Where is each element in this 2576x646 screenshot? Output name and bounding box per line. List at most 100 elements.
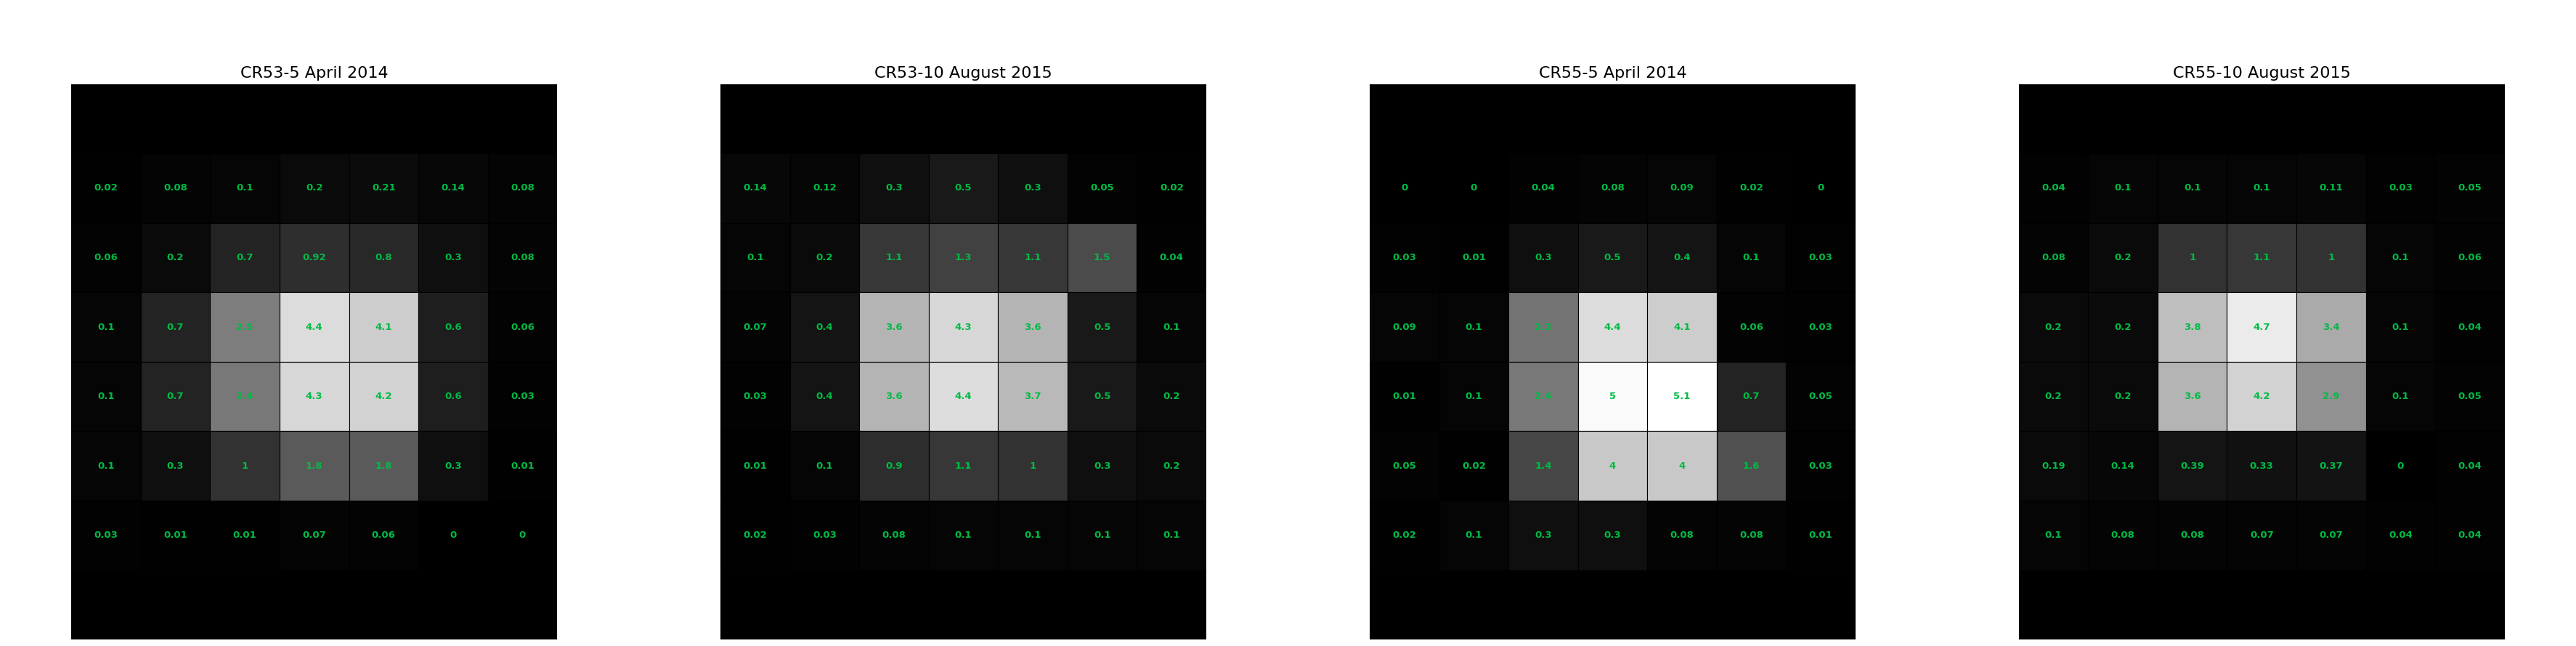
Bar <box>997 432 1066 501</box>
Text: 0.02: 0.02 <box>1461 461 1486 471</box>
Text: 0.02: 0.02 <box>744 530 768 540</box>
Bar <box>1136 362 1206 432</box>
Text: 0.1: 0.1 <box>2254 183 2269 193</box>
Text: 0.5: 0.5 <box>1095 322 1110 332</box>
Bar <box>1785 362 1855 432</box>
Bar <box>142 223 211 292</box>
Text: 0.5: 0.5 <box>956 183 971 193</box>
Bar <box>1646 292 1716 362</box>
Bar <box>791 501 860 570</box>
Text: 0.14: 0.14 <box>440 183 466 193</box>
Bar <box>1785 432 1855 501</box>
Bar <box>211 362 281 432</box>
Bar <box>1370 570 1440 640</box>
Text: 5: 5 <box>1610 391 1615 401</box>
Text: 0.1: 0.1 <box>1466 391 1481 401</box>
Text: 0.06: 0.06 <box>2458 253 2481 262</box>
Bar <box>487 223 556 292</box>
Text: 0.1: 0.1 <box>237 183 252 193</box>
Text: 4.4: 4.4 <box>956 391 971 401</box>
Text: 4: 4 <box>1680 461 1685 471</box>
Bar <box>1066 570 1136 640</box>
Bar <box>1579 362 1646 432</box>
Bar <box>417 501 487 570</box>
Bar <box>1510 501 1579 570</box>
Text: 0.21: 0.21 <box>371 183 397 193</box>
Bar <box>1440 362 1510 432</box>
Bar <box>721 292 791 362</box>
Text: 0.1: 0.1 <box>1025 530 1041 540</box>
Bar <box>1136 223 1206 292</box>
Text: 4.2: 4.2 <box>376 391 392 401</box>
Text: 0.03: 0.03 <box>95 530 118 540</box>
Bar <box>930 432 997 501</box>
Bar <box>142 153 211 223</box>
Text: 0.2: 0.2 <box>817 253 832 262</box>
Bar <box>2228 501 2295 570</box>
Text: 0.2: 0.2 <box>2045 322 2061 332</box>
Bar <box>1716 362 1785 432</box>
Bar <box>142 362 211 432</box>
Text: 4: 4 <box>1610 461 1615 471</box>
Text: 0.8: 0.8 <box>376 253 392 262</box>
Text: 2.9: 2.9 <box>2324 391 2339 401</box>
Text: 0: 0 <box>1819 183 1824 193</box>
Text: 0.1: 0.1 <box>2115 183 2130 193</box>
Text: 0.2: 0.2 <box>2115 253 2130 262</box>
Bar <box>2020 153 2089 223</box>
Bar <box>791 432 860 501</box>
Bar <box>211 153 281 223</box>
Text: 0.01: 0.01 <box>162 530 188 540</box>
Bar <box>2089 84 2159 153</box>
Bar <box>860 153 930 223</box>
Text: 0.4: 0.4 <box>1674 253 1690 262</box>
Text: 2.4: 2.4 <box>237 391 252 401</box>
Bar <box>417 570 487 640</box>
Bar <box>1716 223 1785 292</box>
Text: 1.3: 1.3 <box>956 253 971 262</box>
Bar <box>1646 362 1716 432</box>
Text: 0.07: 0.07 <box>301 530 327 540</box>
Bar <box>997 362 1066 432</box>
Text: 0: 0 <box>451 530 456 540</box>
Text: 3.6: 3.6 <box>886 391 902 401</box>
Bar <box>487 292 556 362</box>
Bar <box>1716 432 1785 501</box>
Bar <box>721 362 791 432</box>
Title: CR53-5 April 2014: CR53-5 April 2014 <box>240 67 389 81</box>
Bar <box>1370 223 1440 292</box>
Bar <box>1066 501 1136 570</box>
Bar <box>1716 292 1785 362</box>
Text: 0.06: 0.06 <box>1739 322 1765 332</box>
Bar <box>1510 84 1579 153</box>
Bar <box>417 84 487 153</box>
Text: 0.14: 0.14 <box>2110 461 2136 471</box>
Bar <box>721 570 791 640</box>
Bar <box>281 501 348 570</box>
Bar <box>211 223 281 292</box>
Bar <box>2089 362 2159 432</box>
Bar <box>1136 292 1206 362</box>
Text: 0.12: 0.12 <box>814 183 837 193</box>
Text: 0.1: 0.1 <box>2045 530 2061 540</box>
Text: 0.02: 0.02 <box>1159 183 1182 193</box>
Text: 0.04: 0.04 <box>2043 183 2066 193</box>
Text: 1.8: 1.8 <box>307 461 322 471</box>
Bar <box>2159 362 2228 432</box>
Text: 0.05: 0.05 <box>2458 183 2481 193</box>
Bar <box>2159 223 2228 292</box>
Bar <box>1066 292 1136 362</box>
Text: 0.19: 0.19 <box>2043 461 2066 471</box>
Bar <box>1370 432 1440 501</box>
Text: 0.04: 0.04 <box>2458 461 2481 471</box>
Text: 0.1: 0.1 <box>1095 530 1110 540</box>
Bar <box>2159 84 2228 153</box>
Text: 0.2: 0.2 <box>2045 391 2061 401</box>
Text: 0.08: 0.08 <box>1739 530 1765 540</box>
Text: 1.1: 1.1 <box>1025 253 1041 262</box>
Bar <box>2295 432 2365 501</box>
Bar <box>2295 501 2365 570</box>
Bar <box>1579 292 1646 362</box>
Text: 0.03: 0.03 <box>1808 322 1832 332</box>
Text: 0.3: 0.3 <box>886 183 902 193</box>
